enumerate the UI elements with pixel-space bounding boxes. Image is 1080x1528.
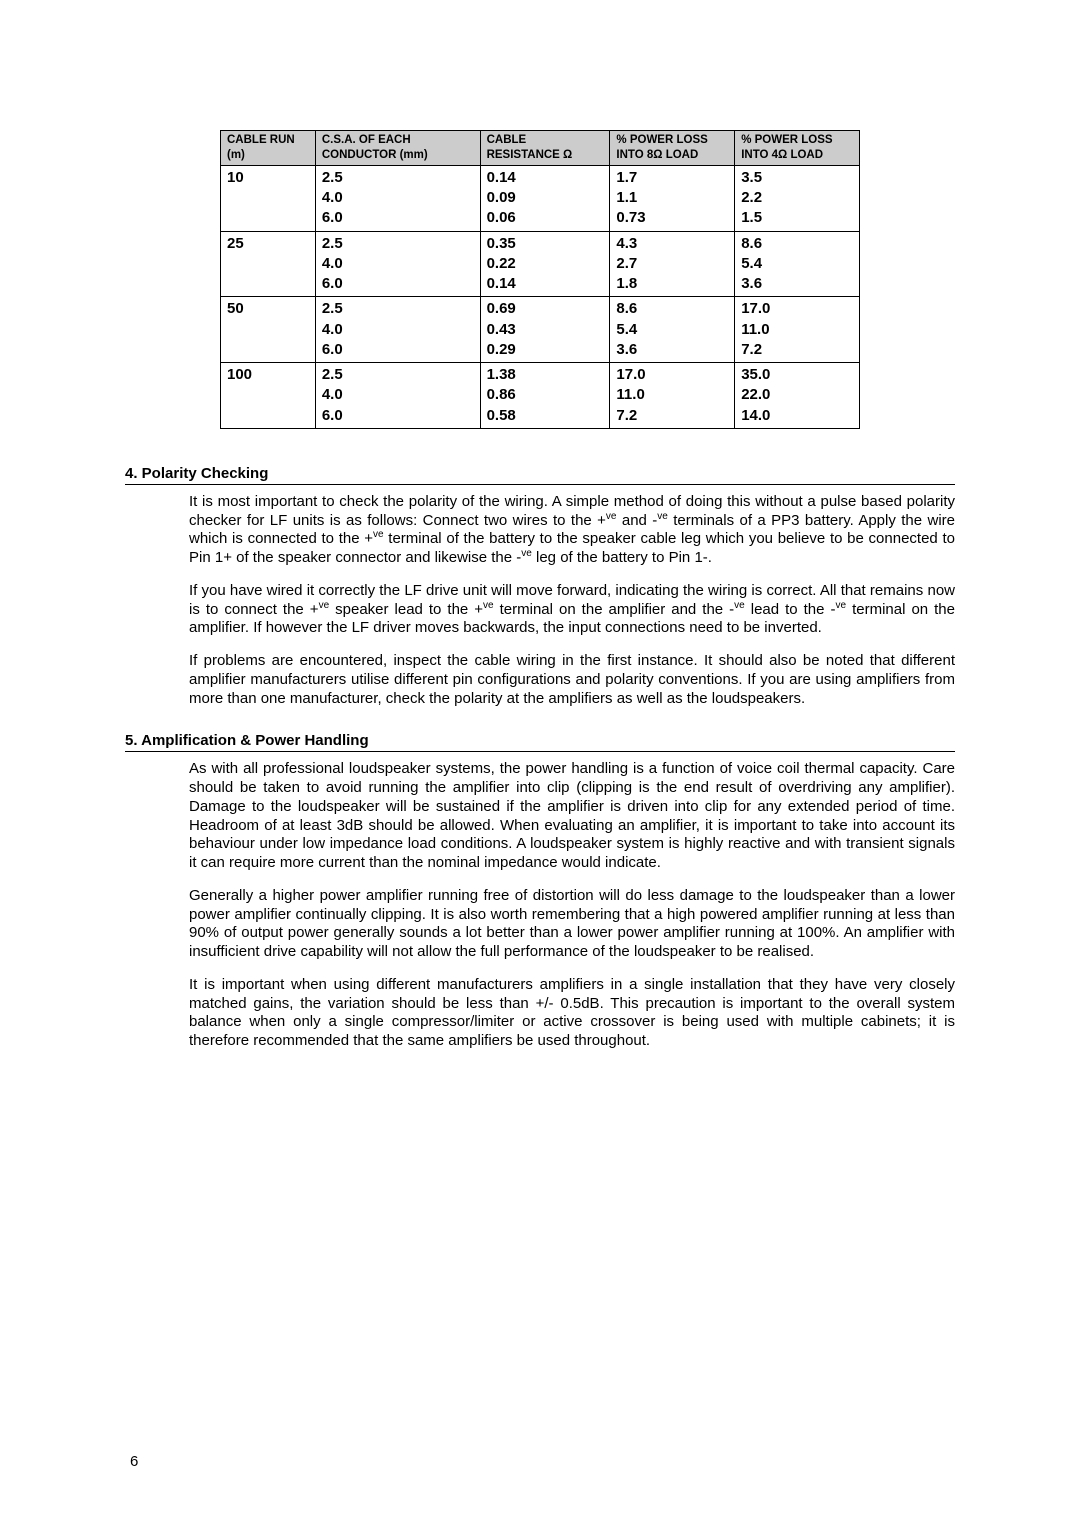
cell-power-4ohm: 8.65.43.6: [735, 231, 860, 297]
header-power-8ohm: % POWER LOSSINTO 8Ω LOAD: [610, 131, 735, 166]
heading-amplification: 5. Amplification & Power Handling: [125, 732, 955, 752]
table-body: 102.54.06.00.140.090.061.71.10.733.52.21…: [221, 165, 860, 428]
heading-polarity: 4. Polarity Checking: [125, 465, 955, 485]
cable-table: CABLE RUN(m) C.S.A. OF EACHCONDUCTOR (mm…: [220, 130, 860, 429]
header-resistance: CABLERESISTANCE Ω: [480, 131, 610, 166]
polarity-para-2: If you have wired it correctly the LF dr…: [189, 582, 955, 638]
cell-csa: 2.54.06.0: [315, 231, 480, 297]
section-polarity: 4. Polarity Checking It is most importan…: [125, 465, 955, 709]
cell-power-4ohm: 35.022.014.0: [735, 363, 860, 429]
cell-power-8ohm: 1.71.10.73: [610, 165, 735, 231]
cell-power-8ohm: 8.65.43.6: [610, 297, 735, 363]
page-number: 6: [130, 1453, 138, 1470]
cell-run: 25: [221, 231, 316, 297]
cell-power-4ohm: 3.52.21.5: [735, 165, 860, 231]
amp-para-2: Generally a higher power amplifier runni…: [189, 887, 955, 962]
header-csa: C.S.A. OF EACHCONDUCTOR (mm): [315, 131, 480, 166]
table-header-row: CABLE RUN(m) C.S.A. OF EACHCONDUCTOR (mm…: [221, 131, 860, 166]
cable-table-wrap: CABLE RUN(m) C.S.A. OF EACHCONDUCTOR (mm…: [220, 130, 955, 429]
cell-run: 10: [221, 165, 316, 231]
cell-csa: 2.54.06.0: [315, 165, 480, 231]
cell-power-4ohm: 17.011.07.2: [735, 297, 860, 363]
header-cable-run: CABLE RUN(m): [221, 131, 316, 166]
cell-resistance: 0.140.090.06: [480, 165, 610, 231]
cell-resistance: 0.350.220.14: [480, 231, 610, 297]
cell-run: 50: [221, 297, 316, 363]
amp-para-1: As with all professional loudspeaker sys…: [189, 760, 955, 873]
cell-run: 100: [221, 363, 316, 429]
cell-power-8ohm: 17.011.07.2: [610, 363, 735, 429]
cell-csa: 2.54.06.0: [315, 363, 480, 429]
header-power-4ohm: % POWER LOSSINTO 4Ω LOAD: [735, 131, 860, 166]
table-row: 502.54.06.00.690.430.298.65.43.617.011.0…: [221, 297, 860, 363]
table-row: 1002.54.06.01.380.860.5817.011.07.235.02…: [221, 363, 860, 429]
section-amplification: 5. Amplification & Power Handling As wit…: [125, 732, 955, 1051]
cell-power-8ohm: 4.32.71.8: [610, 231, 735, 297]
cell-resistance: 1.380.860.58: [480, 363, 610, 429]
polarity-para-3: If problems are encountered, inspect the…: [189, 652, 955, 708]
amp-para-3: It is important when using different man…: [189, 976, 955, 1051]
polarity-para-1: It is most important to check the polari…: [189, 493, 955, 568]
cell-csa: 2.54.06.0: [315, 297, 480, 363]
cell-resistance: 0.690.430.29: [480, 297, 610, 363]
table-row: 102.54.06.00.140.090.061.71.10.733.52.21…: [221, 165, 860, 231]
table-row: 252.54.06.00.350.220.144.32.71.88.65.43.…: [221, 231, 860, 297]
